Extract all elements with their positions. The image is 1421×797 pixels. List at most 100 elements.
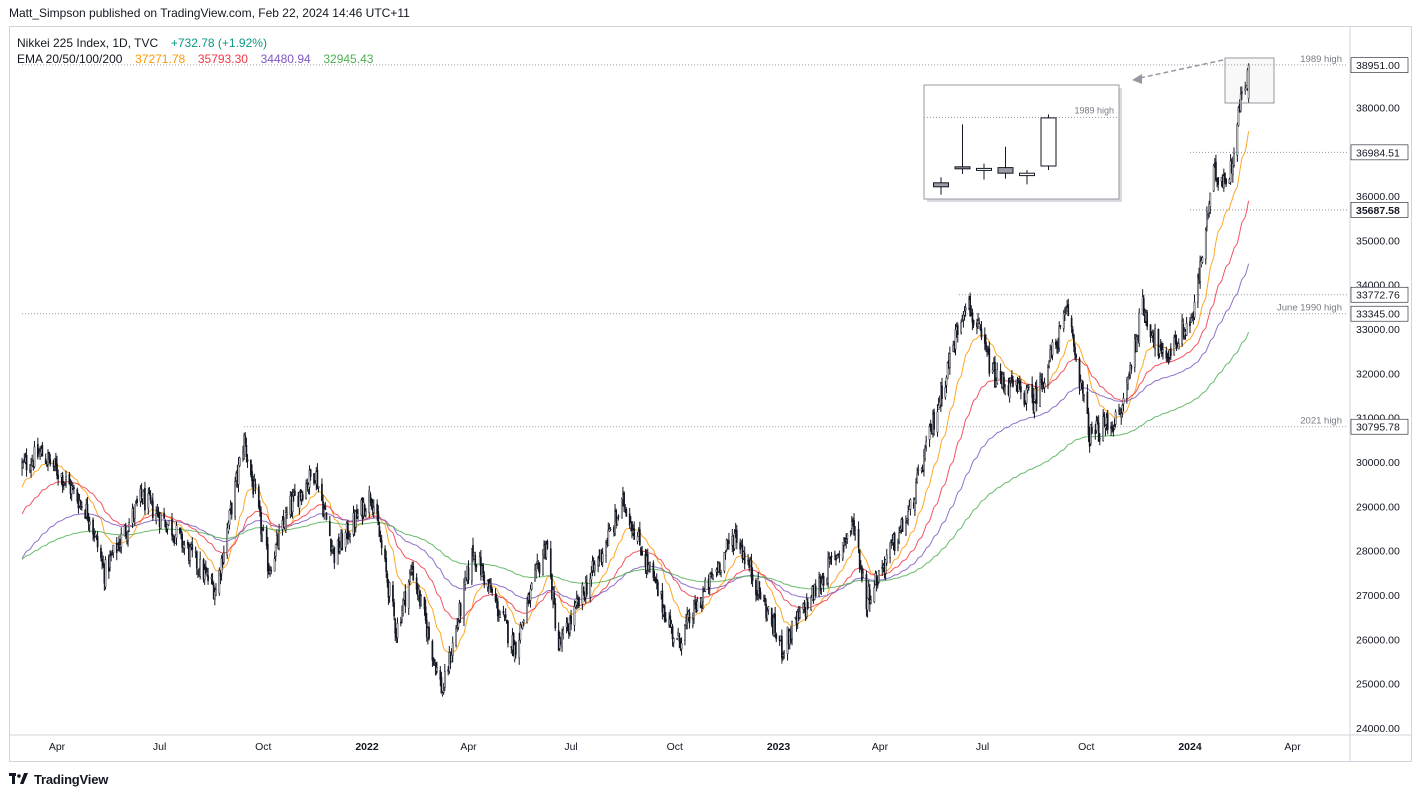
candle-body-354 <box>578 596 580 607</box>
candle-body-647 <box>1041 380 1044 385</box>
candle-body-379 <box>617 515 620 518</box>
candle-body-277 <box>457 621 460 628</box>
candle-body-29 <box>65 476 67 481</box>
candle-body-111 <box>195 551 198 569</box>
candle-body-673 <box>1082 381 1084 394</box>
candle-body-420 <box>684 625 686 641</box>
x-tick-label-11: 2024 <box>1178 741 1202 753</box>
candles <box>21 63 1250 697</box>
candle-body-681 <box>1095 420 1098 431</box>
candle-body-44 <box>88 521 91 525</box>
candle-body-517 <box>836 555 838 559</box>
candle-body-658 <box>1058 326 1061 349</box>
candle-body-121 <box>211 580 214 585</box>
candle-body-484 <box>783 650 785 653</box>
chart-frame[interactable] <box>9 26 1412 762</box>
candle-body-349 <box>570 615 572 625</box>
candle-body-736 <box>1182 323 1185 338</box>
candle-body-204 <box>341 533 344 551</box>
candle-body-145 <box>250 459 252 476</box>
y-tick-label-6: 30000.00 <box>1356 457 1400 469</box>
candle-body-89 <box>159 513 162 529</box>
candle-body-512 <box>828 559 831 562</box>
y-tick-label-4: 28000.00 <box>1356 546 1400 558</box>
candle-body-725 <box>1165 350 1168 359</box>
candle-body-691 <box>1111 426 1114 429</box>
candle-body-482 <box>781 636 783 659</box>
candle-body-611 <box>985 341 987 349</box>
candle-body-166 <box>282 516 285 526</box>
candle-body-176 <box>298 492 301 509</box>
candle-body-705 <box>1133 338 1136 368</box>
candle-body-262 <box>433 658 436 663</box>
candle-body-731 <box>1174 334 1177 345</box>
candle-body-240 <box>399 621 402 624</box>
candle-body-387 <box>631 521 633 532</box>
candle-body-190 <box>321 483 323 501</box>
candle-body-207 <box>347 522 349 540</box>
candle-body-304 <box>499 613 501 619</box>
candle-body-618 <box>995 380 997 387</box>
candle-body-399 <box>649 562 651 566</box>
footer-brand[interactable]: TradingView <box>9 770 108 788</box>
candle-body-636 <box>1024 403 1027 405</box>
candle-body-135 <box>234 481 236 518</box>
candle-body-599 <box>964 307 967 311</box>
candle-body-102 <box>181 534 183 548</box>
candle-body-52 <box>102 562 105 567</box>
candle-body-28 <box>64 481 66 484</box>
candle-body-556 <box>898 532 900 543</box>
candle-body-700 <box>1126 382 1128 399</box>
candle-body-370 <box>605 542 607 556</box>
candle-body-38 <box>79 500 82 504</box>
candle-body-83 <box>150 498 153 501</box>
candle-body-515 <box>834 553 836 556</box>
candle-body-172 <box>291 496 294 512</box>
candle-body-536 <box>866 597 869 611</box>
candle-body-285 <box>471 548 473 582</box>
candle-body-682 <box>1096 420 1099 423</box>
price-label-6: 30795.78 <box>1356 422 1400 434</box>
legend-ema-label: EMA 20/50/100/200 <box>17 52 123 66</box>
candle-body-107 <box>189 546 191 561</box>
candle-body-559 <box>901 519 904 532</box>
candle-body-164 <box>278 530 280 549</box>
candle-body-95 <box>171 519 173 536</box>
legend-ema50: 35793.30 <box>197 52 248 66</box>
candle-body-594 <box>956 325 959 336</box>
candle-body-359 <box>586 582 588 595</box>
candle-body-601 <box>969 296 972 317</box>
candle-body-754 <box>1209 192 1212 207</box>
candle-body-155 <box>265 528 268 546</box>
candle-body-146 <box>251 471 253 482</box>
candle-body-228 <box>379 537 382 542</box>
candle-body-555 <box>897 542 899 549</box>
candle-body-80 <box>147 493 150 509</box>
candle-body-560 <box>905 522 907 536</box>
candle-body-409 <box>664 618 667 622</box>
candle-body-641 <box>1032 394 1035 411</box>
inset-candle-body-2 <box>976 167 992 171</box>
candle-body-326 <box>535 564 537 571</box>
candle-body-455 <box>739 542 742 550</box>
candle-body-755 <box>1212 165 1215 192</box>
candle-body-439 <box>712 574 714 580</box>
candle-body-84 <box>151 500 154 518</box>
candle-body-125 <box>218 569 221 594</box>
candle-body-22 <box>55 459 57 466</box>
candle-body-500 <box>810 596 813 611</box>
candle-body-678 <box>1089 424 1092 445</box>
candle-body-404 <box>657 581 659 597</box>
candle-body-301 <box>495 599 498 602</box>
candle-body-9 <box>33 446 36 467</box>
legend-ema100: 34480.94 <box>260 52 311 66</box>
candle-body-152 <box>260 511 262 535</box>
candle-body-273 <box>450 655 453 662</box>
candle-body-374 <box>609 528 612 531</box>
candle-body-385 <box>628 513 631 526</box>
candle-body-49 <box>96 536 99 548</box>
candle-body-24 <box>57 474 59 479</box>
candle-body-634 <box>1020 386 1022 393</box>
candle-body-126 <box>219 572 222 577</box>
